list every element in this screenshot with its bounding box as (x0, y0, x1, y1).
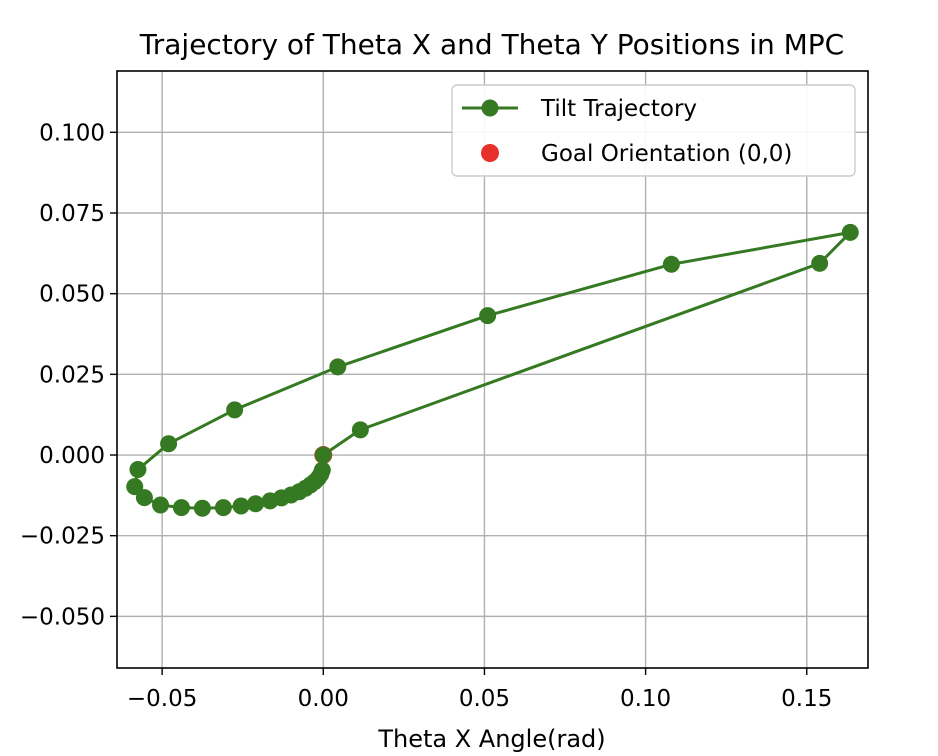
legend-marker-trajectory (481, 99, 499, 117)
trajectory-point (351, 421, 369, 439)
legend-marker-goal (481, 144, 499, 162)
legend: Tilt Trajectory Goal Orientation (0,0) (451, 84, 856, 177)
x-axis-label: Theta X Angle(rad) (377, 725, 605, 752)
trajectory-point (160, 435, 178, 453)
legend-label-trajectory: Tilt Trajectory (540, 96, 697, 122)
ticks: −0.05 0.00 0.05 0.10 0.15 −0.050 −0.025 0.000 0.… (20, 120, 832, 712)
trajectory-point (172, 499, 190, 517)
legend-label-goal: Goal Orientation (0,0) (541, 141, 792, 167)
trajectory-point (129, 461, 147, 479)
y-tick-label: 0.000 (39, 443, 105, 469)
y-tick-label: 0.075 (39, 201, 105, 227)
legend-box (451, 84, 856, 177)
trajectory-point (126, 478, 144, 496)
trajectory-point (152, 496, 170, 514)
x-tick-label: 0.10 (620, 686, 671, 712)
trajectory-point (193, 499, 211, 517)
trajectory-point (841, 223, 859, 241)
x-tick-label: 0.15 (781, 686, 832, 712)
trajectory-point (662, 255, 680, 273)
series-layer (126, 223, 859, 517)
trajectory-point (811, 254, 829, 272)
trajectory-point (313, 461, 331, 479)
trajectory-point (479, 307, 497, 325)
x-tick-label: −0.05 (127, 686, 197, 712)
plot-frame (116, 70, 869, 669)
trajectory-point (135, 489, 153, 507)
y-tick-label: 0.100 (39, 120, 105, 146)
y-tick-label: 0.025 (39, 362, 105, 388)
x-tick-label: 0.00 (298, 686, 349, 712)
trajectory-point (232, 497, 250, 515)
trajectory-point (247, 495, 265, 513)
chart-title: Trajectory of Theta X and Theta Y Positi… (139, 28, 844, 61)
x-tick-label: 0.05 (459, 686, 510, 712)
y-tick-label: −0.025 (20, 524, 105, 550)
trajectory-point (214, 499, 232, 517)
trajectory-point (314, 446, 332, 464)
trajectory-line (133, 230, 852, 510)
trajectory-point (226, 401, 244, 419)
trajectory-point (329, 358, 347, 376)
y-tick-label: −0.050 (20, 604, 105, 630)
y-tick-label: 0.050 (39, 282, 105, 308)
